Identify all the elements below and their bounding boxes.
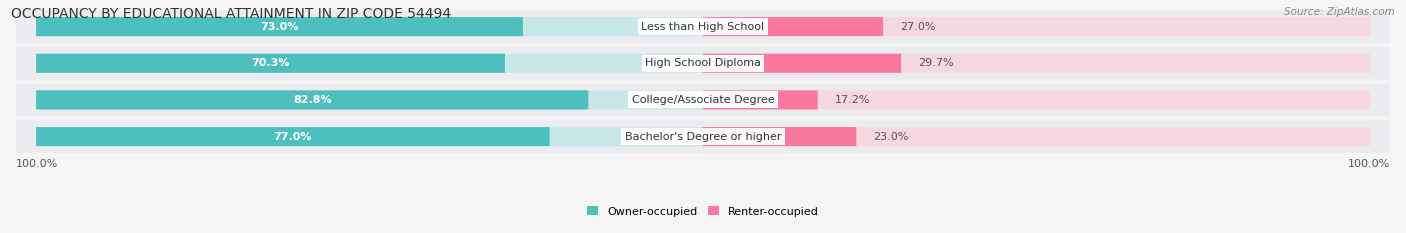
FancyBboxPatch shape — [703, 127, 856, 146]
Legend: Owner-occupied, Renter-occupied: Owner-occupied, Renter-occupied — [582, 202, 824, 221]
FancyBboxPatch shape — [37, 127, 550, 146]
FancyBboxPatch shape — [37, 90, 703, 110]
Text: 70.3%: 70.3% — [252, 58, 290, 68]
Text: 100.0%: 100.0% — [15, 159, 59, 169]
FancyBboxPatch shape — [703, 17, 883, 36]
FancyBboxPatch shape — [703, 54, 1369, 73]
Text: 23.0%: 23.0% — [873, 132, 908, 142]
FancyBboxPatch shape — [15, 120, 1391, 153]
Text: 27.0%: 27.0% — [900, 22, 935, 32]
FancyBboxPatch shape — [37, 90, 588, 110]
Text: 77.0%: 77.0% — [274, 132, 312, 142]
FancyBboxPatch shape — [703, 90, 1369, 110]
Text: OCCUPANCY BY EDUCATIONAL ATTAINMENT IN ZIP CODE 54494: OCCUPANCY BY EDUCATIONAL ATTAINMENT IN Z… — [11, 7, 451, 21]
FancyBboxPatch shape — [703, 17, 1369, 36]
Text: 82.8%: 82.8% — [292, 95, 332, 105]
FancyBboxPatch shape — [703, 90, 818, 110]
Text: 17.2%: 17.2% — [834, 95, 870, 105]
FancyBboxPatch shape — [37, 17, 703, 36]
Text: College/Associate Degree: College/Associate Degree — [631, 95, 775, 105]
Text: Source: ZipAtlas.com: Source: ZipAtlas.com — [1284, 7, 1395, 17]
FancyBboxPatch shape — [15, 10, 1391, 43]
FancyBboxPatch shape — [37, 54, 703, 73]
FancyBboxPatch shape — [703, 127, 1369, 146]
FancyBboxPatch shape — [15, 47, 1391, 79]
Text: 73.0%: 73.0% — [260, 22, 298, 32]
FancyBboxPatch shape — [15, 84, 1391, 116]
FancyBboxPatch shape — [37, 54, 505, 73]
Text: Bachelor's Degree or higher: Bachelor's Degree or higher — [624, 132, 782, 142]
Text: 29.7%: 29.7% — [918, 58, 953, 68]
FancyBboxPatch shape — [703, 54, 901, 73]
FancyBboxPatch shape — [37, 127, 703, 146]
Text: 100.0%: 100.0% — [1347, 159, 1391, 169]
FancyBboxPatch shape — [37, 17, 523, 36]
Text: High School Diploma: High School Diploma — [645, 58, 761, 68]
Text: Less than High School: Less than High School — [641, 22, 765, 32]
